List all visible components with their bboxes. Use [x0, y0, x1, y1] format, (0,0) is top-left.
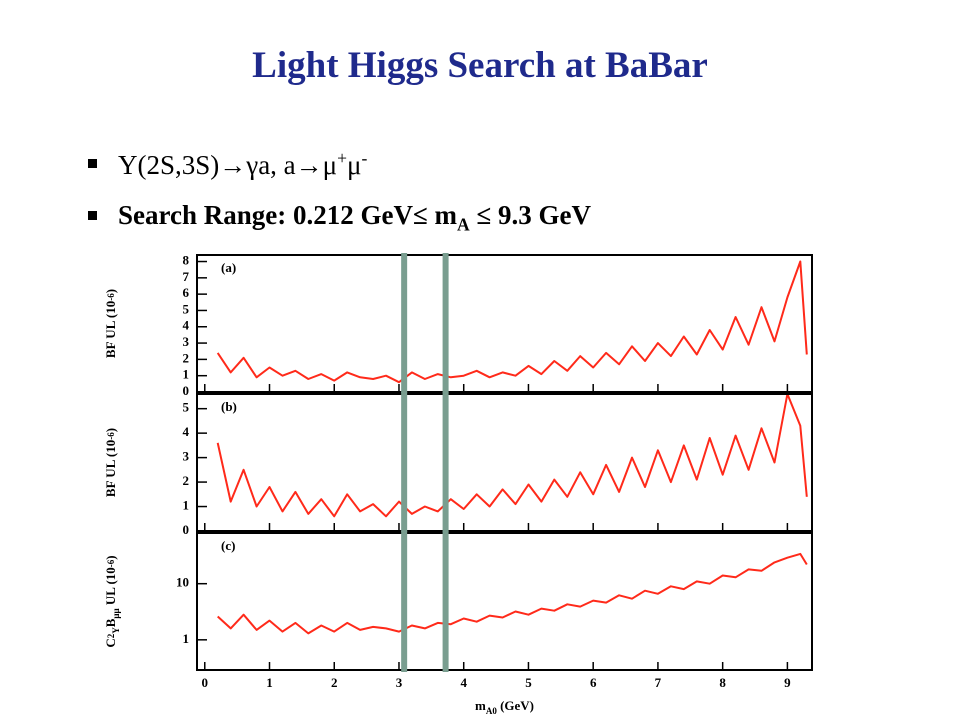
bullet-text: A — [457, 214, 470, 235]
label-part: -6 — [106, 432, 116, 440]
y-tick-label: 3 — [183, 334, 190, 349]
y-tick-label: 5 — [183, 301, 190, 316]
label-part: Υ — [111, 627, 121, 634]
label-part: μμ — [111, 608, 121, 618]
data-line — [217, 552, 808, 635]
bullet-text: Υ(2S,3S)→γa, a→μ — [118, 150, 338, 180]
data-line — [216, 260, 808, 384]
bullet-text: Search Range: 0.212 GeV≤ m — [118, 200, 458, 230]
panel-label: (a) — [221, 260, 236, 275]
label-part: m — [475, 698, 486, 713]
x-tick-label: 5 — [525, 675, 532, 690]
y-tick-label: 1 — [183, 367, 190, 382]
plot-frame — [196, 254, 813, 393]
y-tick-label: 2 — [183, 350, 190, 365]
x-tick-label: 2 — [331, 675, 338, 690]
label-part: ) — [103, 428, 118, 432]
y-tick-label: 4 — [183, 424, 190, 439]
bullet-text: ≤ 9.3 GeV — [469, 200, 592, 230]
y-tick-label: 0 — [183, 522, 190, 537]
label-part: -6 — [106, 559, 116, 567]
bullet-text: + — [337, 148, 348, 168]
y-axis-label: C2ΥBμμ UL (10-6) — [103, 555, 121, 647]
label-part: A0 — [486, 706, 497, 716]
panel-label: (c) — [221, 538, 235, 553]
y-tick-label: 3 — [183, 449, 190, 464]
plot-frame — [196, 393, 813, 532]
bullet-text: - — [361, 148, 368, 168]
y-tick-label: 8 — [183, 253, 190, 268]
x-axis-label: mA0 (GeV) — [475, 698, 534, 716]
x-tick-label: 7 — [655, 675, 662, 690]
label-part: BF UL (10 — [103, 440, 118, 497]
x-tick-label: 6 — [590, 675, 597, 690]
bullet-text: μ — [347, 150, 362, 180]
y-tick-label: 0 — [183, 383, 190, 398]
y-tick-label: 2 — [183, 473, 190, 488]
x-tick-label: 9 — [784, 675, 791, 690]
y-tick-label: 1 — [183, 498, 190, 513]
label-part: BF UL (10 — [103, 301, 118, 358]
label-part: B — [103, 618, 118, 627]
label-part: ) — [103, 555, 118, 559]
label-part: -6 — [106, 293, 116, 301]
x-tick-label: 3 — [396, 675, 403, 690]
label-part: C — [103, 638, 118, 647]
slide-title: Light Higgs Search at BaBar — [252, 45, 708, 86]
y-tick-label: 7 — [183, 269, 190, 284]
bullet: Υ(2S,3S)→γa, a→μ+μ- — [87, 148, 368, 181]
y-tick-label: 10 — [176, 575, 189, 590]
panel-label: (b) — [221, 399, 237, 414]
label-part: (GeV) — [497, 698, 534, 713]
y-tick-label: 1 — [183, 631, 190, 646]
y-axis-label: BF UL (10-6) — [103, 289, 118, 358]
label-part: ) — [103, 289, 118, 293]
y-tick-label: 5 — [183, 400, 190, 415]
plot-frame — [196, 532, 813, 671]
y-tick-label: 4 — [183, 318, 190, 333]
y-tick-label: 6 — [183, 285, 190, 300]
data-line — [216, 393, 808, 518]
x-tick-label: 1 — [266, 675, 273, 690]
y-axis-label: BF UL (10-6) — [103, 428, 118, 497]
x-tick-label: 8 — [719, 675, 726, 690]
x-tick-label: 0 — [202, 675, 209, 690]
x-tick-label: 4 — [460, 675, 467, 690]
label-part: UL (10 — [103, 567, 118, 608]
label-part: 2 — [106, 633, 116, 638]
bullet: Search Range: 0.212 GeV≤ mA ≤ 9.3 GeV — [87, 200, 592, 235]
